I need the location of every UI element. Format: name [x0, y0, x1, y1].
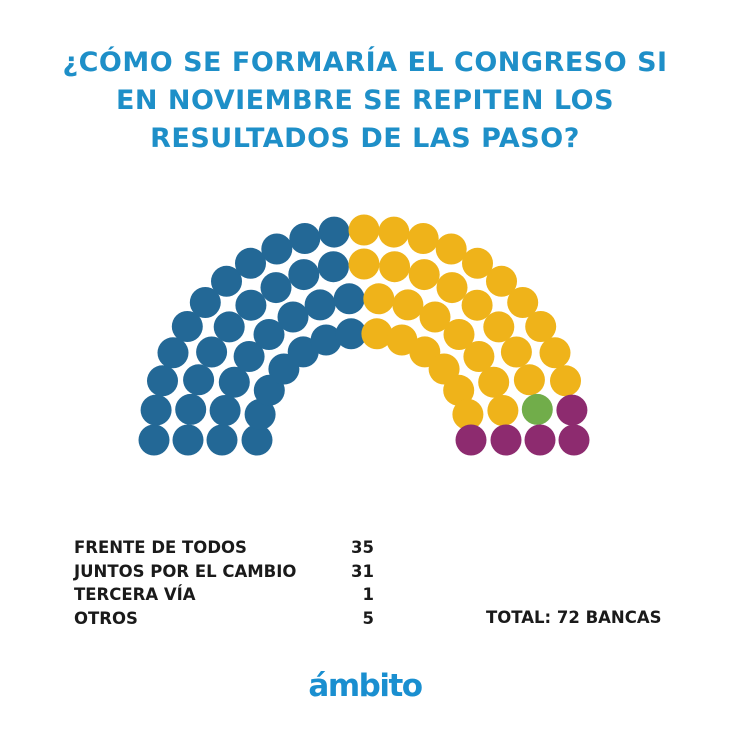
seat-dot — [289, 223, 321, 254]
legend-label: JUNTOS POR EL CAMBIO — [74, 561, 297, 581]
seat-dot — [196, 336, 228, 368]
ambito-logo: ámbito — [308, 668, 423, 704]
seat-dot — [539, 337, 571, 369]
seat-dot — [407, 223, 439, 254]
seat-dot — [261, 233, 293, 265]
seat-dot — [525, 311, 557, 342]
seat-dot — [483, 311, 515, 343]
seat-dot — [462, 247, 493, 279]
seat-dot — [213, 311, 245, 343]
legend-label: TERCERA VÍA — [74, 585, 196, 604]
seat-dot — [408, 259, 440, 291]
seat-dot — [486, 265, 517, 297]
seat-dot — [277, 301, 309, 333]
seat-dot — [461, 289, 493, 321]
seat-dot — [287, 336, 319, 368]
seat-dot — [183, 364, 215, 396]
legend-label: FRENTE DE TODOS — [74, 538, 247, 557]
legend-value: 5 — [362, 608, 374, 628]
seat-dot — [348, 214, 380, 246]
seat-dot — [175, 393, 207, 425]
seat-dot — [147, 365, 178, 397]
seat-dot — [419, 301, 451, 333]
seat-dot — [478, 366, 510, 398]
title-line-1: ¿CÓMO SE FORMARÍA EL CONGRESO SI — [62, 47, 668, 78]
seat-dot — [500, 336, 532, 368]
seat-dot — [550, 365, 581, 397]
seat-dot — [235, 289, 267, 321]
seat-dot — [218, 366, 250, 398]
seat-dot — [211, 265, 242, 297]
seat-dot — [317, 251, 349, 283]
legend-row-frente-de-todos: FRENTE DE TODOS 35 — [74, 536, 374, 560]
legend-value: 1 — [362, 585, 374, 604]
seat-dot — [556, 394, 588, 426]
legend-row-otros: OTROS 5 — [74, 607, 374, 631]
seat-dot — [244, 398, 276, 430]
seat-dot — [157, 337, 189, 369]
seat-dot — [333, 283, 365, 315]
seat-dot — [378, 216, 410, 248]
seat-dot — [140, 394, 172, 426]
seat-dot — [171, 311, 203, 342]
seat-dot — [443, 374, 475, 406]
chart-title: ¿CÓMO SE FORMARÍA EL CONGRESO SI EN NOVI… — [0, 44, 730, 158]
seat-dot — [513, 364, 545, 396]
seat-dot — [379, 251, 411, 283]
legend-label: OTROS — [74, 608, 138, 628]
seat-dot — [253, 319, 285, 350]
legend-value: 35 — [351, 538, 374, 557]
seat-dot — [392, 289, 424, 321]
seat-dot — [521, 393, 553, 425]
seat-dot — [524, 424, 556, 456]
seat-dot — [443, 319, 475, 350]
seat-dot — [487, 395, 519, 426]
seat-dot — [189, 287, 221, 318]
seat-dot — [138, 424, 170, 456]
seat-dot — [558, 424, 590, 456]
seat-dot — [507, 287, 539, 318]
seat-dot — [455, 424, 487, 456]
seat-dot — [304, 289, 336, 321]
seat-dot — [348, 248, 380, 280]
seat-dot — [206, 424, 238, 456]
legend-value: 31 — [351, 561, 374, 581]
title-line-3: RESULTADOS DE LAS PASO? — [150, 123, 580, 154]
seat-dot — [386, 324, 418, 356]
legend-row-tercera-via: TERCERA VÍA 1 — [74, 583, 374, 607]
seat-dot — [172, 424, 204, 456]
seat-dot — [310, 324, 342, 356]
seat-dot — [361, 318, 393, 350]
seat-dot — [241, 424, 273, 456]
seat-dot — [318, 216, 350, 248]
seat-dot — [209, 395, 241, 426]
seat-dot — [363, 283, 395, 315]
seat-dot — [452, 398, 484, 430]
seat-dot — [235, 247, 266, 279]
seat-dot — [260, 272, 292, 304]
seat-dot — [233, 341, 265, 372]
legend-row-juntos-por-el-cambio: JUNTOS POR EL CAMBIO 31 — [74, 560, 374, 584]
seat-dot — [463, 341, 495, 372]
seat-dot — [288, 259, 320, 291]
seat-dot — [335, 318, 367, 350]
total-seats: TOTAL: 72 BANCAS — [486, 608, 662, 627]
seat-dot — [436, 272, 468, 304]
legend: FRENTE DE TODOS 35 JUNTOS POR EL CAMBIO … — [74, 536, 374, 630]
title-line-2: EN NOVIEMBRE SE REPITEN LOS — [115, 85, 615, 116]
seat-dot — [490, 424, 522, 456]
seat-dot — [435, 233, 467, 265]
